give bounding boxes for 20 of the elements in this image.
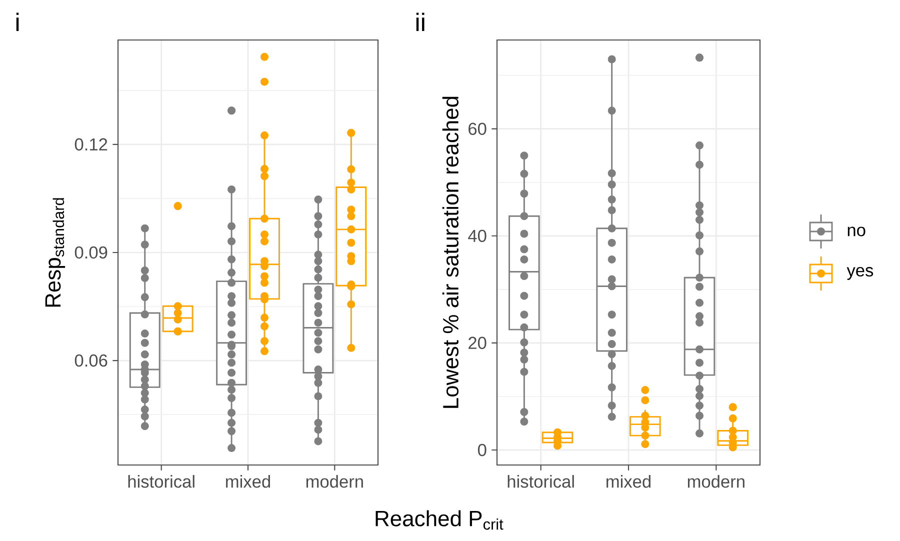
y-tick-label: 0 — [478, 444, 486, 456]
chart-title: ii — [416, 12, 424, 32]
chart-title: i — [16, 12, 19, 32]
y-tick-label: 40 — [468, 230, 486, 242]
y-tick-label: 0.09 — [74, 246, 108, 259]
y-tick-label: 0.12 — [74, 138, 108, 151]
x-axis-title: Reached P$_{crit}$ — [376, 510, 504, 530]
x-tick-label: modern — [688, 475, 744, 488]
legend-label: yes — [846, 267, 874, 280]
x-tick-label: mixed — [606, 475, 651, 488]
y-axis-title: Resp$_{standard}$ — [45, 198, 66, 307]
x-tick-label: historical — [508, 475, 574, 488]
y-axis-title: Lowest % air saturation reached — [442, 96, 459, 408]
x-tick-label: mixed — [226, 475, 270, 488]
x-tick-label: historical — [128, 475, 194, 488]
x-tick-label: modern — [306, 475, 363, 488]
legend-label: no — [848, 226, 866, 236]
y-tick-label: 20 — [468, 336, 486, 350]
y-tick-label: 0.06 — [74, 354, 108, 367]
y-tick-label: 60 — [468, 122, 486, 135]
